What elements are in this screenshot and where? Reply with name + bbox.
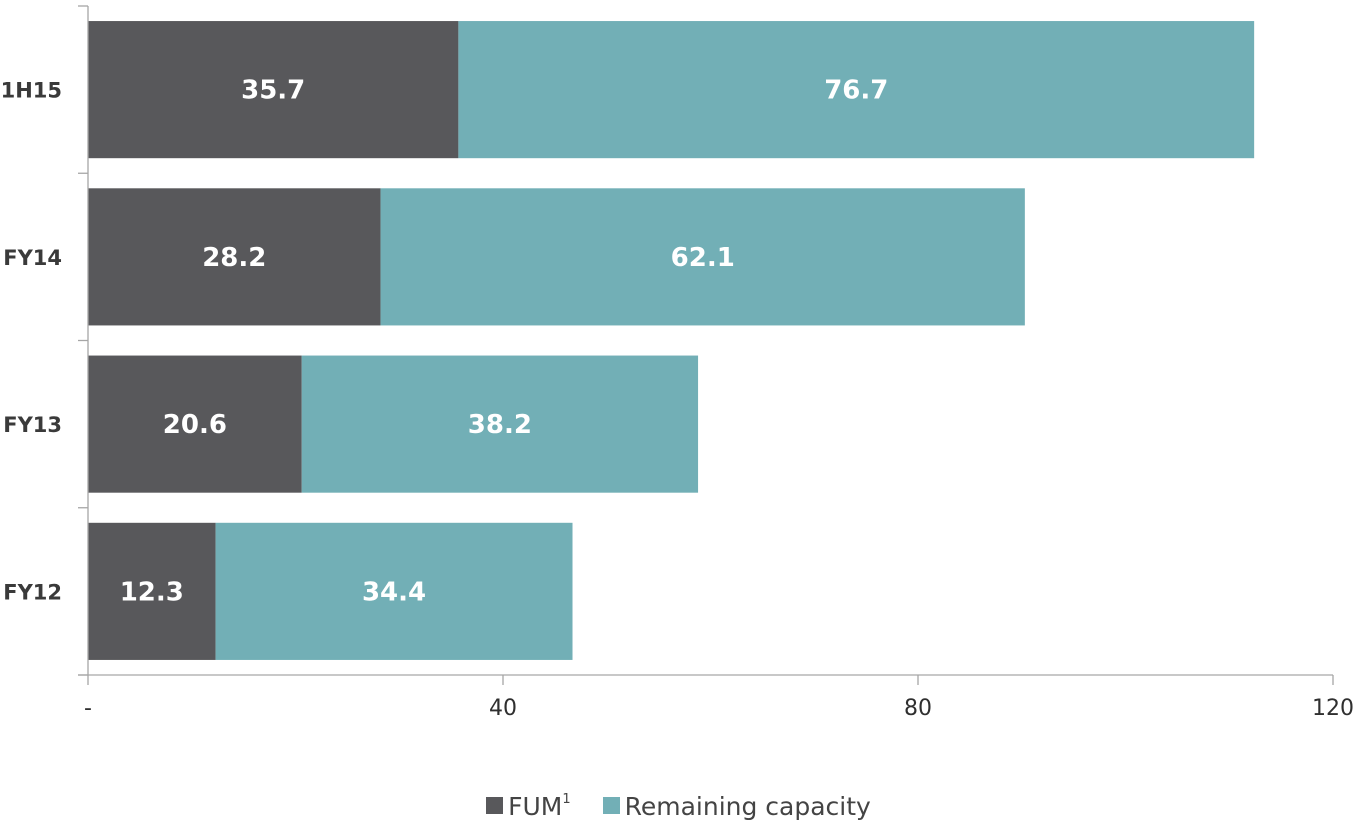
legend-swatch-fum bbox=[486, 797, 504, 814]
data-label-fum-1h15: 35.7 bbox=[241, 76, 305, 106]
bar-fum-1h15 bbox=[88, 21, 459, 159]
data-label-fum-fy13: 20.6 bbox=[163, 410, 227, 440]
data-label-remaining-capacity-fy13: 38.2 bbox=[468, 410, 532, 440]
legend-footnote-marker: 1 bbox=[562, 792, 571, 808]
legend-item-remaining-capacity: Remaining capacity bbox=[602, 791, 871, 821]
axes-layer bbox=[78, 5, 1334, 685]
x-tick-label-2: 80 bbox=[904, 696, 932, 721]
bar-fum-fy12 bbox=[88, 522, 216, 660]
chart-legend: FUM1 Remaining capacity bbox=[0, 790, 1357, 821]
category-label-fy14: FY14 bbox=[3, 246, 62, 270]
legend-item-fum: FUM1 bbox=[486, 792, 571, 821]
data-label-remaining-capacity-fy12: 34.4 bbox=[362, 577, 426, 607]
legend-label-remaining-capacity: Remaining capacity bbox=[624, 791, 871, 821]
labels-layer: 35.7 76.7 1H15 28.2 62.1 FY14 20.6 38.2 FY13 12.3… bbox=[1, 76, 1354, 721]
data-label-fum-fy12: 12.3 bbox=[120, 577, 184, 607]
legend-label-fum: FUM bbox=[508, 791, 563, 821]
x-tick-label-0: - bbox=[84, 696, 92, 721]
bar-remaining-capacity-fy13 bbox=[301, 355, 699, 493]
x-tick-label-1: 40 bbox=[489, 696, 517, 721]
data-label-remaining-capacity-fy14: 62.1 bbox=[671, 243, 735, 273]
bar-fum-fy13 bbox=[88, 355, 302, 493]
bar-remaining-capacity-fy14 bbox=[380, 188, 1025, 326]
data-label-remaining-capacity-1h15: 76.7 bbox=[824, 76, 888, 106]
category-label-fy12: FY12 bbox=[3, 580, 62, 604]
category-label-1h15: 1H15 bbox=[1, 79, 62, 103]
x-tick-label-3: 120 bbox=[1312, 696, 1354, 721]
bar-remaining-capacity-1h15 bbox=[458, 21, 1255, 159]
bars-layer bbox=[88, 21, 1255, 660]
bar-fum-fy14 bbox=[88, 188, 381, 326]
data-label-fum-fy14: 28.2 bbox=[202, 243, 266, 273]
bar-remaining-capacity-fy12 bbox=[215, 522, 573, 660]
category-label-fy13: FY13 bbox=[3, 413, 62, 437]
legend-swatch-remaining-capacity bbox=[602, 797, 620, 814]
